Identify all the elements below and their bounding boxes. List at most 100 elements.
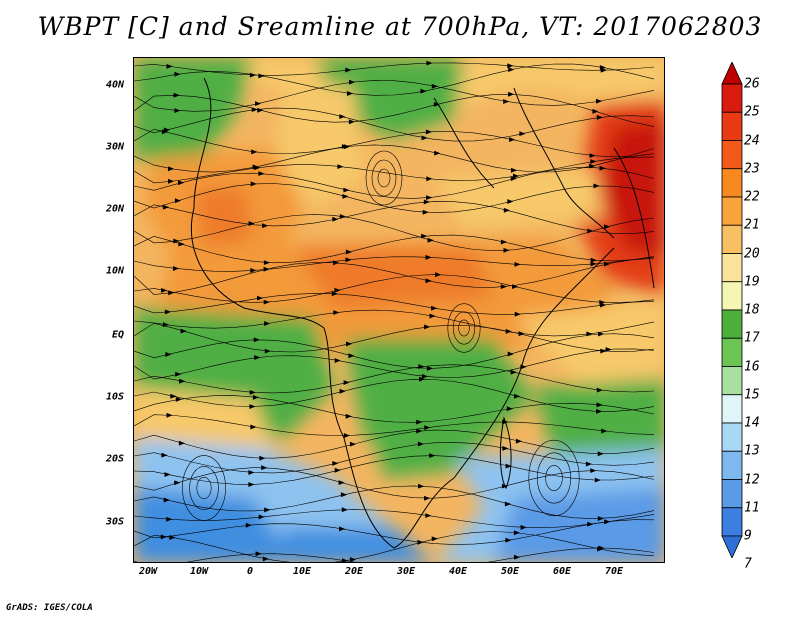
streamline-arrow [348, 353, 355, 359]
streamline [134, 274, 655, 303]
lon-label: 50E [500, 566, 520, 577]
streamline-arrow [334, 358, 341, 363]
streamlines [134, 60, 655, 564]
lon-label: 30E [396, 566, 416, 577]
streamline-arrow [594, 477, 601, 483]
streamline [134, 364, 655, 394]
streamline-arrow [596, 408, 603, 414]
streamline-arrow [514, 261, 521, 267]
streamline-arrow [510, 369, 517, 375]
streamline-arrow [175, 371, 182, 377]
streamline-arrow [261, 465, 268, 471]
streamline-arrow [503, 99, 510, 104]
streamline-arrow [251, 149, 258, 155]
streamline-arrow [511, 167, 518, 173]
streamline-arrow [599, 65, 607, 70]
colorbar-segment [721, 224, 743, 254]
streamline [134, 183, 655, 213]
streamline-arrow [264, 348, 271, 354]
streamline-arrow [425, 278, 432, 284]
streamline-arrow [248, 221, 255, 226]
streamline-arrow [508, 91, 515, 97]
colorbar-label: 15 [744, 387, 760, 403]
streamline-arrow [257, 295, 264, 301]
lon-label: 10E [292, 566, 312, 577]
streamline-arrow [251, 107, 258, 113]
streamline-arrow [502, 419, 509, 425]
streamline-arrow [500, 284, 507, 290]
streamline [134, 144, 655, 173]
eddy [528, 439, 580, 517]
streamline [134, 322, 655, 353]
streamline-arrow [590, 261, 597, 267]
colorbar-label: 13 [744, 443, 760, 459]
streamline-arrow [164, 472, 171, 477]
streamline-arrow [589, 153, 596, 159]
lat-label: 20N [105, 203, 124, 215]
streamline-arrow [601, 428, 608, 434]
colorbar-label: 18 [744, 302, 760, 318]
streamline-arrow [339, 526, 346, 532]
streamline-arrow [589, 163, 596, 169]
streamline-arrow [170, 393, 177, 399]
streamline-arrow [520, 364, 527, 370]
streamline-arrow [262, 223, 269, 229]
streamline-arrow [250, 424, 257, 430]
streamline [134, 201, 655, 234]
streamline [134, 167, 655, 199]
streamline-arrow [422, 209, 429, 215]
streamline-arrow [585, 461, 593, 467]
streamline-arrow [173, 266, 180, 271]
colorbar-segment [721, 83, 743, 113]
streamline-arrow [592, 108, 599, 114]
streamline-arrow [162, 204, 170, 210]
colorbar-segment [721, 366, 743, 396]
streamline-arrow [596, 114, 603, 120]
colorbar-label: 25 [744, 104, 760, 120]
streamline-arrow [165, 351, 172, 357]
streamline-arrow [434, 150, 441, 156]
colorbar-label: 23 [744, 161, 760, 177]
streamline-arrow [505, 328, 512, 334]
streamline-arrow [433, 101, 441, 107]
streamline-arrow [250, 267, 257, 273]
lat-label: 10S [105, 391, 124, 403]
streamline-arrow [169, 535, 176, 540]
streamline-arrow [426, 195, 433, 201]
streamline-arrow [331, 291, 338, 297]
streamline-arrow [252, 394, 260, 400]
streamline-arrow [519, 131, 526, 137]
colorbar-segment [721, 309, 743, 339]
streamline-arrow [597, 451, 604, 457]
lon-label: 70E [604, 566, 624, 577]
streamline [134, 455, 655, 485]
colorbar-label: 7 [744, 556, 752, 572]
streamline-arrow [345, 413, 352, 419]
streamline-arrow [597, 516, 604, 521]
streamline-arrow [339, 114, 346, 120]
streamline-arrow [171, 563, 176, 564]
streamline-arrow [174, 198, 182, 204]
colorbar-segment [721, 394, 743, 424]
streamline-arrow [431, 83, 438, 89]
streamline-arrow [509, 137, 516, 143]
streamline-arrow [598, 545, 605, 551]
streamline [134, 467, 655, 499]
temperature-field [134, 58, 664, 562]
colorbar-label: 26 [744, 76, 760, 92]
streamline-arrow [596, 98, 603, 104]
streamline-arrow [163, 497, 170, 503]
streamline-arrow [262, 556, 269, 562]
streamline-arrow [161, 129, 169, 135]
eddy [452, 311, 476, 345]
lon-label: 10W [189, 566, 209, 577]
lat-label: 10N [105, 265, 124, 277]
colorbar-label: 16 [744, 359, 760, 374]
colorbar-segment [721, 281, 743, 311]
streamline-arrow [178, 180, 185, 186]
streamline-arrow [161, 287, 168, 293]
streamline-arrow [345, 249, 353, 255]
streamline-arrow [253, 337, 260, 343]
streamline-arrow [349, 441, 357, 447]
streamline [134, 414, 655, 436]
